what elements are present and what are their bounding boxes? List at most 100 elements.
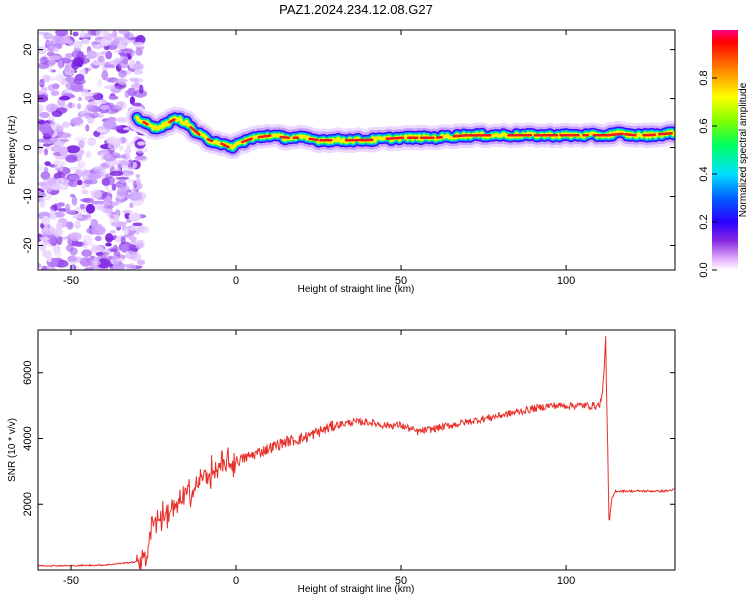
noise-blob (55, 107, 68, 114)
noise-blob (86, 104, 94, 112)
noise-blob (56, 235, 63, 246)
noise-blob (38, 62, 49, 70)
noise-blob (103, 152, 117, 162)
noise-blob (137, 141, 146, 146)
noise-blob (133, 89, 148, 98)
noise-blob (43, 224, 49, 233)
noise-blob (53, 34, 64, 43)
colorbar-tick-label: 0.4 (698, 166, 710, 181)
noise-blob (39, 56, 49, 65)
y-tick-label: 0 (22, 145, 34, 151)
noise-blob (122, 209, 133, 214)
noise-blob (38, 165, 44, 171)
noise-blob (89, 112, 100, 118)
noise-blob (118, 69, 127, 78)
noise-blob (105, 201, 111, 206)
noise-blob (82, 197, 95, 204)
noise-blob (69, 247, 78, 256)
noise-blob (126, 141, 134, 148)
noise-blob (38, 120, 46, 125)
snr-xlabel: Height of straight line (km) (298, 584, 415, 595)
noise-blob (137, 259, 146, 266)
noise-blob (85, 203, 95, 214)
noise-blob (81, 189, 89, 195)
noise-blob (82, 175, 88, 181)
snr-frame-bg (38, 330, 675, 570)
noise-blob (84, 115, 90, 119)
ridge-peak-segment (452, 134, 467, 138)
noise-blob (102, 120, 117, 129)
noise-blob (59, 184, 69, 191)
noise-blob (39, 111, 50, 119)
ridge-peak-segment (220, 142, 230, 149)
spectrogram-ylabel: Frequency (Hz) (7, 116, 18, 185)
noise-blob (125, 251, 138, 260)
noise-blob (88, 172, 102, 180)
snr-ticks: -50 0 50 100 2000 4000 6000 (22, 330, 675, 587)
y-tick-label: 6000 (22, 360, 34, 384)
noise-blob (55, 30, 68, 37)
x-tick-label: 100 (557, 575, 575, 587)
noise-blob (50, 213, 57, 220)
noise-blob (104, 84, 115, 90)
noise-blob (125, 219, 132, 223)
noise-blob (113, 154, 127, 159)
noise-blob (48, 116, 55, 123)
spectrogram-noise-region (38, 30, 150, 270)
noise-blob (48, 67, 54, 72)
noise-blob (81, 249, 92, 257)
noise-blob (71, 195, 78, 206)
noise-blob (98, 113, 104, 118)
noise-blob (41, 265, 48, 270)
noise-blob (43, 148, 49, 156)
ridge-peak-segment (657, 131, 673, 136)
noise-blob (68, 102, 73, 109)
y-tick-label: -10 (22, 189, 34, 205)
noise-blob (115, 117, 129, 123)
ridge-peak-segment (142, 120, 149, 126)
noise-blob (82, 218, 94, 221)
noise-blob (105, 213, 116, 217)
noise-blob (109, 248, 118, 252)
noise-blob (47, 44, 55, 52)
noise-blob (38, 123, 52, 134)
noise-blob (110, 265, 121, 270)
noise-blob (108, 64, 116, 69)
noise-blob (94, 235, 102, 242)
noise-blob (64, 210, 77, 214)
noise-blob (97, 258, 111, 269)
noise-blob (76, 179, 83, 186)
noise-blob (42, 143, 51, 147)
noise-blob (105, 242, 112, 247)
noise-blob (66, 53, 72, 60)
noise-blob (113, 214, 120, 224)
noise-blob (123, 167, 136, 172)
noise-blob (38, 104, 44, 114)
noise-blob (50, 90, 60, 96)
noise-blob (120, 184, 130, 193)
noise-blob (56, 202, 65, 207)
noise-blob (91, 225, 106, 236)
noise-blob (71, 241, 86, 247)
noise-blob (38, 263, 42, 269)
ridge-peak-segment (642, 133, 657, 137)
noise-blob (135, 178, 141, 186)
noise-blob (70, 117, 84, 126)
noise-blob (76, 51, 85, 59)
ridge-peak-segment (189, 125, 201, 136)
noise-blob (65, 203, 71, 212)
noise-blob (128, 225, 138, 231)
noise-blob (78, 139, 85, 149)
noise-blob (120, 136, 126, 144)
noise-blob (93, 166, 107, 172)
noise-blob (80, 30, 85, 38)
noise-blob (117, 77, 128, 86)
noise-blob (105, 50, 113, 60)
noise-blob (118, 30, 128, 35)
noise-blob (39, 236, 50, 241)
noise-blob (115, 176, 130, 180)
noise-blob (129, 96, 135, 105)
noise-blob (134, 239, 144, 249)
noise-blob (64, 65, 70, 72)
noise-blob (89, 255, 96, 260)
